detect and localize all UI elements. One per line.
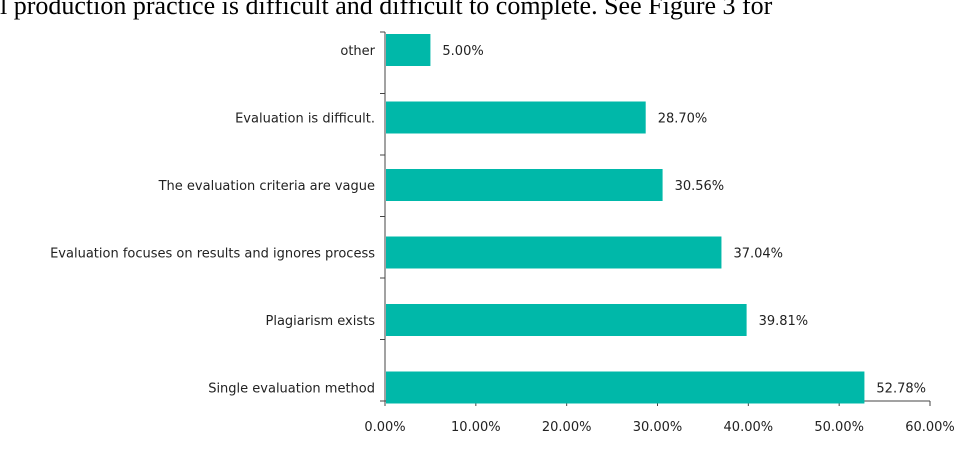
data-label: 30.56% [675,179,725,194]
data-label: 5.00% [442,44,483,59]
data-label: 52.78% [876,382,926,397]
x-tick-label: 50.00% [814,420,864,435]
bar [386,236,722,269]
bar [386,371,865,404]
category-label: Single evaluation method [208,382,375,397]
category-label: Plagiarism exists [266,314,376,329]
bar [386,34,431,66]
x-tick-label: 10.00% [451,420,501,435]
x-tick-label: 60.00% [905,420,955,435]
bar [386,169,663,201]
category-label: Evaluation focuses on results and ignore… [50,247,375,262]
figure-caption-text: l production practice is difficult and d… [0,0,773,20]
category-label: The evaluation criteria are vague [158,179,375,194]
x-tick-label: 0.00% [364,420,405,435]
x-tick-label: 30.00% [633,420,683,435]
category-label: other [340,44,375,59]
data-label: 39.81% [759,314,809,329]
x-tick-label: 40.00% [724,420,774,435]
category-label: Evaluation is difficult. [235,112,375,127]
bar [386,304,747,336]
data-label: 37.04% [733,247,783,262]
x-tick-label: 20.00% [542,420,592,435]
data-label: 28.70% [658,112,708,127]
bar [386,101,646,134]
